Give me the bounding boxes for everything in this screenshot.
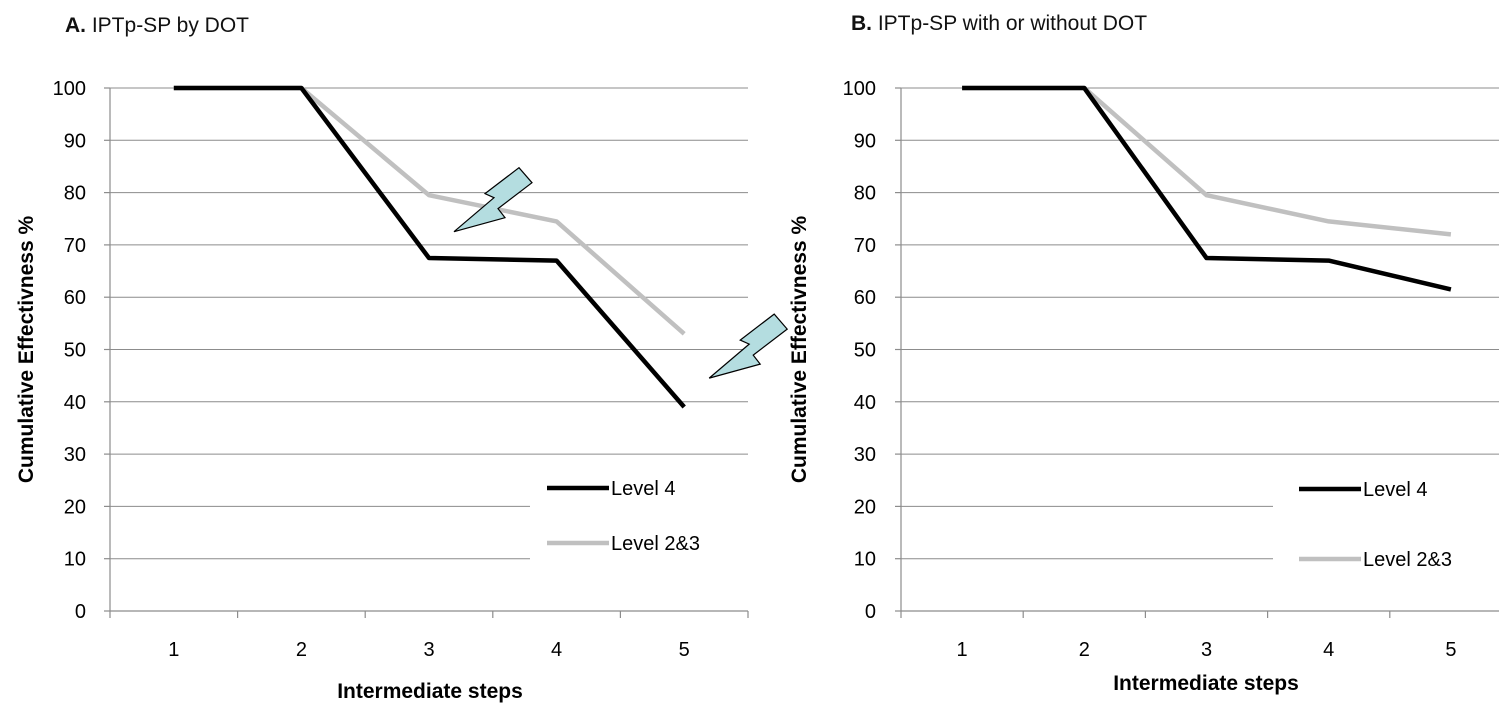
- x-tick-label: 4: [551, 639, 562, 661]
- legend-label: Level 4: [611, 478, 676, 500]
- x-axis-label: Intermediate steps: [1113, 672, 1299, 695]
- y-tick-label: 60: [854, 287, 876, 309]
- x-tick-label: 3: [423, 639, 434, 661]
- y-tick-label: 50: [64, 340, 86, 362]
- panel-a: A. IPTp-SP by DOT 0 10 20 30 40 50 60 70 80 90 100 1…: [15, 14, 789, 703]
- legend-label: Level 2&3: [611, 533, 700, 555]
- y-tick-label: 50: [854, 340, 876, 362]
- panel-letter: B.: [851, 12, 878, 35]
- series-line-level-4: [173, 85, 686, 409]
- series-line-level-2-3: [962, 85, 1452, 237]
- panel-title-text: IPTp-SP by DOT: [92, 14, 249, 37]
- x-tick-label: 2: [1079, 639, 1090, 661]
- y-tick-label: 0: [75, 601, 86, 623]
- y-tick-label: 100: [843, 78, 876, 100]
- y-tick-label: 30: [854, 444, 876, 466]
- x-tick-label: 4: [1323, 639, 1334, 661]
- y-tick-label: 10: [64, 549, 86, 571]
- y-tick-label: 80: [64, 183, 86, 205]
- y-axis-label: Cumulative Effectivness %: [788, 216, 811, 484]
- annotation-arrow: [708, 313, 789, 379]
- panel-title-text: IPTp-SP with or without DOT: [878, 12, 1147, 35]
- y-tick-label: 80: [854, 183, 876, 205]
- chart-title: B. IPTp-SP with or without DOT: [851, 12, 1147, 35]
- y-tick-label: 70: [854, 235, 876, 257]
- x-axis-label: Intermediate steps: [337, 680, 523, 703]
- y-tick-label: 100: [53, 78, 86, 100]
- y-tick-label: 20: [64, 496, 86, 518]
- panel-b: B. IPTp-SP with or without DOT 0 10 20 30 40 5…: [788, 12, 1499, 695]
- x-tick-label: 1: [957, 639, 968, 661]
- panel-letter: A.: [65, 14, 92, 37]
- legend-label: Level 2&3: [1363, 549, 1452, 571]
- y-tick-label: 70: [64, 235, 86, 257]
- x-tick-label: 1: [168, 639, 179, 661]
- y-tick-label: 20: [854, 496, 876, 518]
- y-axis-label: Cumulative Effectivness %: [15, 216, 38, 484]
- y-tick-label: 40: [854, 392, 876, 414]
- series-line-level-4: [962, 85, 1452, 292]
- chart-title: A. IPTp-SP by DOT: [65, 14, 249, 37]
- y-tick-label: 10: [854, 549, 876, 571]
- x-tick-label: 2: [296, 639, 307, 661]
- y-tick-label: 90: [854, 130, 876, 152]
- y-tick-label: 90: [64, 130, 86, 152]
- y-tick-label: 30: [64, 444, 86, 466]
- x-tick-label: 5: [679, 639, 690, 661]
- legend-label: Level 4: [1363, 479, 1428, 501]
- annotation-arrow: [453, 166, 533, 233]
- y-tick-label: 40: [64, 392, 86, 414]
- x-tick-label: 3: [1201, 639, 1212, 661]
- y-tick-label: 60: [64, 287, 86, 309]
- x-tick-label: 5: [1445, 639, 1456, 661]
- y-tick-label: 0: [865, 601, 876, 623]
